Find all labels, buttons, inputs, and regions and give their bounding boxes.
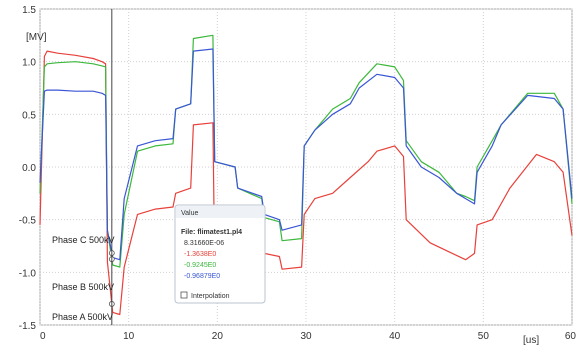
tooltip-background (174, 204, 266, 304)
y-tick-label: 1.5 (22, 5, 36, 16)
phase-label-a: Phase A 500kV (52, 312, 113, 322)
axis-layer: 1.5 1.0 0.5 0.0 -0.5 -1.0 -1.50 10 20 30 40 50 60 (19, 5, 577, 342)
tooltip-value-red: -1.3638E0 (184, 251, 216, 258)
phase-label-c: Phase C 500kV (52, 235, 115, 245)
tooltip-file: File: flimatest1.pl4 (181, 229, 242, 236)
tooltip-header-bar (176, 206, 264, 218)
y-tick-label: -0.5 (19, 216, 37, 227)
x-tick-label: 0 (40, 331, 46, 342)
y-tick-label: 0.0 (22, 163, 36, 174)
value-tooltip: Value File: flimatest1.pl4 8.31660E-06 -… (174, 204, 266, 304)
tooltip-time: 8.31660E-06 (184, 240, 224, 247)
y-tick-label: -1.5 (19, 321, 37, 332)
phase-label-b: Phase B 500kV (52, 282, 114, 292)
plot-background (39, 8, 573, 326)
y-tick-label: 0.5 (22, 110, 36, 121)
y-tick-label: 1.0 (22, 58, 36, 69)
tooltip-value-blue: -0.96879E0 (184, 273, 220, 280)
x-tick-label: 20 (212, 331, 224, 342)
interpolation-checkbox[interactable] (180, 291, 188, 299)
x-tick-label: 50 (478, 331, 490, 342)
x-axis-label: [us] (523, 335, 539, 346)
x-tick-label: 60 (565, 331, 577, 342)
x-tick-label: 30 (300, 331, 312, 342)
x-tick-label: 10 (123, 331, 135, 342)
interpolation-label: Interpolation (191, 293, 230, 300)
y-tick-label: -1.0 (19, 268, 37, 279)
tooltip-value-green: -0.9245E0 (184, 262, 216, 269)
y-axis-label: [MV] (26, 32, 47, 43)
tooltip-header: Value (181, 210, 198, 217)
x-tick-label: 40 (389, 331, 401, 342)
series-line-2 (39, 48, 573, 261)
